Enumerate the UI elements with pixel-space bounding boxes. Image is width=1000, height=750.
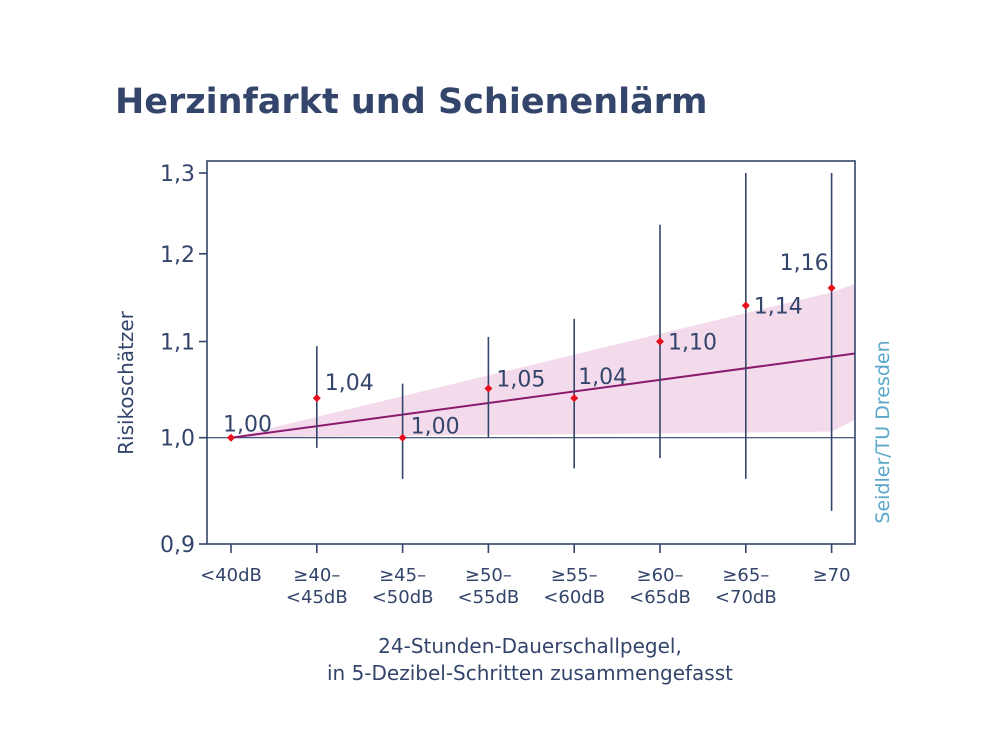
x-tick-label: <60dB bbox=[543, 587, 605, 608]
data-point bbox=[656, 337, 664, 346]
data-label: 1,04 bbox=[578, 365, 627, 390]
x-tick-label: <70dB bbox=[715, 587, 777, 608]
data-point bbox=[741, 301, 750, 310]
x-tick-label: <45dB bbox=[286, 587, 348, 608]
x-tick-label: ≥70 bbox=[813, 565, 851, 586]
trend-line bbox=[230, 352, 856, 439]
x-tick-label: <40dB bbox=[200, 565, 262, 586]
trend-layer bbox=[230, 352, 856, 439]
y-tick-label: 1,0 bbox=[160, 427, 195, 452]
x-axis-title-line-1: 24-Stunden-Dauerschallpegel, bbox=[378, 634, 682, 658]
data-point bbox=[484, 384, 493, 393]
y-tick-label: 1,3 bbox=[160, 162, 195, 187]
data-points bbox=[227, 283, 836, 442]
x-tick-label: ≥50– bbox=[465, 565, 512, 586]
credit-text: Seidler/TU Dresden bbox=[872, 340, 894, 523]
x-tick-label: ≥40– bbox=[293, 565, 340, 586]
x-axis-title-line-2: in 5-Dezibel-Schritten zusammengefasst bbox=[327, 661, 733, 685]
data-label: 1,14 bbox=[754, 295, 803, 320]
data-point bbox=[227, 433, 235, 442]
confidence-band-layer bbox=[231, 283, 855, 438]
chart-title: Herzinfarkt und Schienenlärm bbox=[115, 82, 708, 122]
y-tick-label: 1,2 bbox=[160, 243, 195, 268]
x-tick-label: ≥45– bbox=[379, 565, 426, 586]
data-label: 1,05 bbox=[496, 367, 545, 392]
x-tick-label: <50dB bbox=[372, 587, 434, 608]
data-label: 1,10 bbox=[668, 331, 717, 356]
x-tick-label: ≥65– bbox=[722, 565, 769, 586]
y-axis-title: Risikoschätzer bbox=[114, 310, 138, 455]
axes: 0,9 1,0 1,1 1,2 1,3 <40dB ≥40–<45dB ≥45–<50dB ≥5… bbox=[160, 160, 856, 608]
data-point bbox=[827, 283, 836, 292]
data-label: 1,16 bbox=[780, 251, 829, 276]
data-label: 1,04 bbox=[325, 371, 374, 396]
data-labels: 1,00 1,04 1,00 1,05 1,04 1,10 1,14 1,16 bbox=[223, 251, 829, 440]
data-point bbox=[312, 394, 321, 403]
data-point bbox=[570, 394, 579, 403]
data-label: 1,00 bbox=[223, 413, 272, 438]
x-tick-label: <55dB bbox=[458, 587, 520, 608]
confidence-band bbox=[231, 283, 855, 438]
plot-frame bbox=[206, 160, 856, 545]
x-tick-label: ≥55– bbox=[551, 565, 598, 586]
data-label: 1,00 bbox=[411, 415, 460, 440]
data-point bbox=[398, 433, 407, 442]
x-tick-label: <65dB bbox=[629, 587, 691, 608]
x-tick-label: ≥60– bbox=[637, 565, 684, 586]
y-tick-label: 1,1 bbox=[160, 331, 195, 356]
y-tick-label: 0,9 bbox=[160, 533, 195, 558]
